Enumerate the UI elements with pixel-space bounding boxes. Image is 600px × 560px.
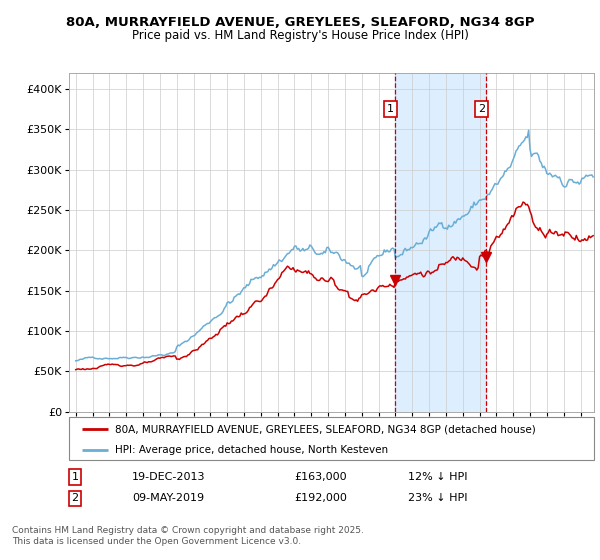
Text: 2: 2 bbox=[71, 493, 79, 503]
Text: 19-DEC-2013: 19-DEC-2013 bbox=[132, 472, 205, 482]
Text: 80A, MURRAYFIELD AVENUE, GREYLEES, SLEAFORD, NG34 8GP (detached house): 80A, MURRAYFIELD AVENUE, GREYLEES, SLEAF… bbox=[115, 424, 536, 434]
Text: 1: 1 bbox=[387, 104, 394, 114]
Text: Contains HM Land Registry data © Crown copyright and database right 2025.
This d: Contains HM Land Registry data © Crown c… bbox=[12, 526, 364, 546]
Text: £163,000: £163,000 bbox=[294, 472, 347, 482]
Text: £192,000: £192,000 bbox=[294, 493, 347, 503]
Text: 2: 2 bbox=[478, 104, 485, 114]
Text: 80A, MURRAYFIELD AVENUE, GREYLEES, SLEAFORD, NG34 8GP: 80A, MURRAYFIELD AVENUE, GREYLEES, SLEAF… bbox=[66, 16, 534, 29]
Text: 1: 1 bbox=[71, 472, 79, 482]
Bar bbox=[395, 73, 485, 412]
Text: HPI: Average price, detached house, North Kesteven: HPI: Average price, detached house, Nort… bbox=[115, 445, 388, 455]
FancyBboxPatch shape bbox=[69, 417, 594, 460]
Text: 12% ↓ HPI: 12% ↓ HPI bbox=[408, 472, 467, 482]
Text: Price paid vs. HM Land Registry's House Price Index (HPI): Price paid vs. HM Land Registry's House … bbox=[131, 29, 469, 42]
Text: 09-MAY-2019: 09-MAY-2019 bbox=[132, 493, 204, 503]
Text: 23% ↓ HPI: 23% ↓ HPI bbox=[408, 493, 467, 503]
